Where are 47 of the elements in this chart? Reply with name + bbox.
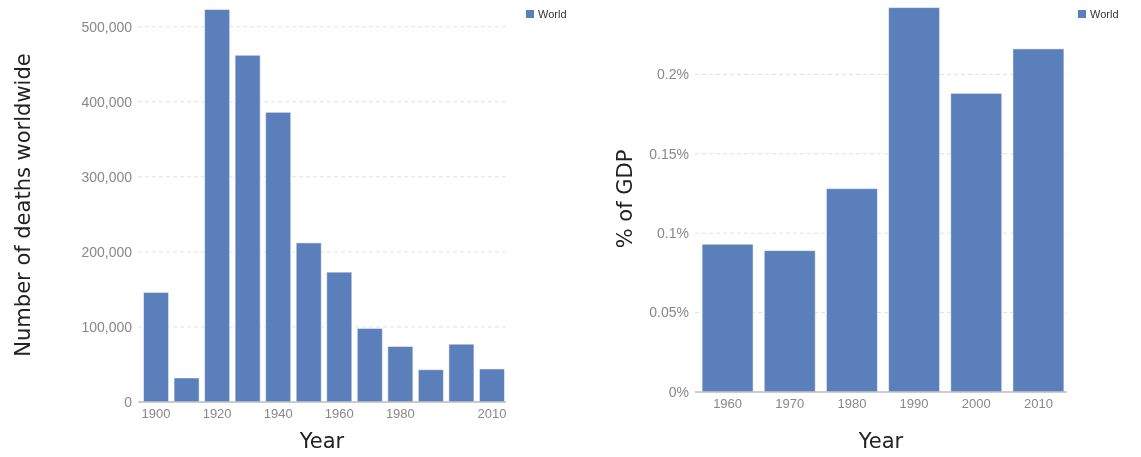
y-tick-label: 100,000 [81, 318, 133, 335]
x-tick-label: 2010 [477, 406, 507, 421]
x-tick-label: 1900 [141, 406, 171, 421]
legend-label: World [538, 8, 567, 20]
bar [448, 343, 475, 403]
y-axis-title: Number of deaths worldwide [11, 53, 35, 357]
x-tick-label: 2010 [1023, 396, 1053, 411]
bar [173, 377, 200, 403]
y-tick-label: 0.15% [649, 145, 689, 162]
bar [234, 54, 261, 403]
text: World [1090, 8, 1119, 20]
x-tick-label: 1920 [202, 406, 232, 421]
bar [326, 271, 353, 403]
y-tick-label: 500,000 [81, 18, 133, 35]
y-tick-label: 0 [124, 393, 133, 410]
bar [265, 111, 292, 403]
bar [143, 291, 170, 403]
bar [701, 243, 754, 393]
bar [387, 345, 414, 403]
x-tick-label: 1970 [775, 396, 805, 411]
x-axis-title: Year [298, 429, 345, 453]
x-tick-label: 1980 [837, 396, 867, 411]
y-tick-label: 0% [668, 383, 689, 400]
y-tick-label: 200,000 [81, 243, 133, 260]
bar [204, 9, 231, 403]
bar [888, 7, 941, 393]
bar [478, 368, 505, 403]
x-tick-label: 1990 [899, 396, 929, 411]
bar [950, 92, 1003, 393]
x-axis-title: Year [857, 429, 904, 453]
bar [417, 369, 444, 403]
y-tick-label: 400,000 [81, 93, 133, 110]
y-axis-title: % of GDP [613, 149, 637, 249]
x-tick-label: 1960 [713, 396, 743, 411]
y-tick-label: 0.2% [657, 66, 689, 83]
x-tick-label: 1980 [385, 406, 415, 421]
bar [825, 188, 878, 393]
x-tick-label: 1960 [324, 406, 354, 421]
y-tick-label: 0.1% [657, 225, 689, 242]
bar [763, 250, 816, 393]
bar [295, 242, 322, 403]
bar [1012, 48, 1065, 393]
y-tick-label: 300,000 [81, 168, 133, 185]
bar [356, 327, 383, 403]
y-tick-label: 0.05% [649, 304, 689, 321]
x-tick-label: 1940 [263, 406, 293, 421]
x-tick-label: 2000 [961, 396, 991, 411]
